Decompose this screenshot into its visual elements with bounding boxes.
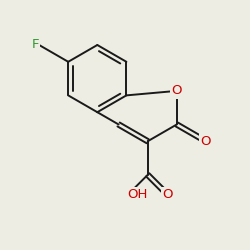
Text: F: F [32,38,39,52]
Text: O: O [162,188,173,202]
Text: O: O [172,84,182,98]
Text: O: O [200,135,211,148]
Text: OH: OH [128,188,148,202]
